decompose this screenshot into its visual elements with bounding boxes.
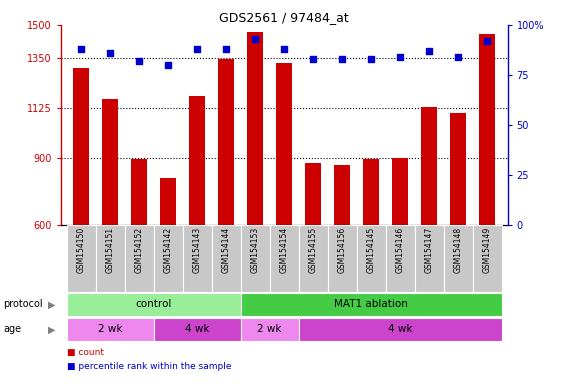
Text: GSM154151: GSM154151 (106, 227, 115, 273)
Text: GSM154143: GSM154143 (193, 227, 202, 273)
Text: MAT1 ablation: MAT1 ablation (334, 299, 408, 310)
Text: ■ percentile rank within the sample: ■ percentile rank within the sample (67, 362, 231, 371)
Point (338, 56, 347, 62)
Bar (160, 178, 176, 225)
Text: ▶: ▶ (48, 299, 56, 310)
Text: 4 wk: 4 wk (185, 324, 209, 334)
Bar (415, 225, 444, 292)
Text: GSM154155: GSM154155 (309, 227, 318, 273)
Text: GSM154147: GSM154147 (425, 227, 434, 273)
Bar (241, 225, 270, 292)
Text: 2 wk: 2 wk (98, 324, 122, 334)
Bar (67, 318, 154, 341)
Text: GSM154150: GSM154150 (77, 227, 86, 273)
Point (367, 56, 376, 62)
Point (454, 54, 463, 60)
Bar (183, 225, 212, 292)
Text: 4 wk: 4 wk (388, 324, 412, 334)
Bar (96, 225, 125, 292)
Text: GSM154148: GSM154148 (454, 227, 463, 273)
Title: GDS2561 / 97484_at: GDS2561 / 97484_at (219, 11, 349, 24)
Bar (241, 318, 299, 341)
Bar (276, 63, 292, 225)
Bar (328, 225, 357, 292)
Text: age: age (3, 324, 21, 334)
Bar (305, 162, 321, 225)
Point (396, 54, 405, 60)
Point (280, 46, 289, 52)
Text: GSM154154: GSM154154 (280, 227, 289, 273)
Point (222, 46, 231, 52)
Bar (386, 225, 415, 292)
Point (77, 46, 86, 52)
Bar (444, 225, 473, 292)
Bar (247, 31, 263, 225)
Bar (299, 225, 328, 292)
Text: GSM154146: GSM154146 (396, 227, 405, 273)
Text: GSM154156: GSM154156 (338, 227, 347, 273)
Bar (479, 34, 495, 225)
Bar (189, 96, 205, 225)
Text: GSM154144: GSM154144 (222, 227, 231, 273)
Point (425, 48, 434, 54)
Bar (218, 60, 234, 225)
Point (483, 38, 492, 44)
Text: 2 wk: 2 wk (258, 324, 282, 334)
Bar (334, 165, 350, 225)
Bar (421, 107, 437, 225)
Text: control: control (136, 299, 172, 310)
Text: ▶: ▶ (48, 324, 56, 334)
Bar (131, 159, 147, 225)
Bar (450, 113, 466, 225)
Point (193, 46, 202, 52)
Text: ■ count: ■ count (67, 348, 104, 357)
Text: GSM154153: GSM154153 (251, 227, 260, 273)
Text: GSM154142: GSM154142 (164, 227, 173, 273)
Bar (212, 225, 241, 292)
Bar (67, 225, 96, 292)
Text: GSM154149: GSM154149 (483, 227, 492, 273)
Bar (102, 99, 118, 225)
Point (164, 62, 173, 68)
Text: GSM154152: GSM154152 (135, 227, 144, 273)
Bar (154, 318, 241, 341)
Bar (363, 159, 379, 225)
Point (135, 58, 144, 64)
Bar (473, 225, 502, 292)
Bar (73, 68, 89, 225)
Bar (125, 225, 154, 292)
Bar (392, 158, 408, 225)
Bar (154, 225, 183, 292)
Bar (270, 225, 299, 292)
Point (309, 56, 318, 62)
Text: GSM154145: GSM154145 (367, 227, 376, 273)
Point (106, 50, 115, 56)
Bar (67, 293, 241, 316)
Bar (357, 225, 386, 292)
Point (251, 36, 260, 42)
Bar (299, 318, 502, 341)
Text: protocol: protocol (3, 299, 42, 310)
Bar (241, 293, 502, 316)
